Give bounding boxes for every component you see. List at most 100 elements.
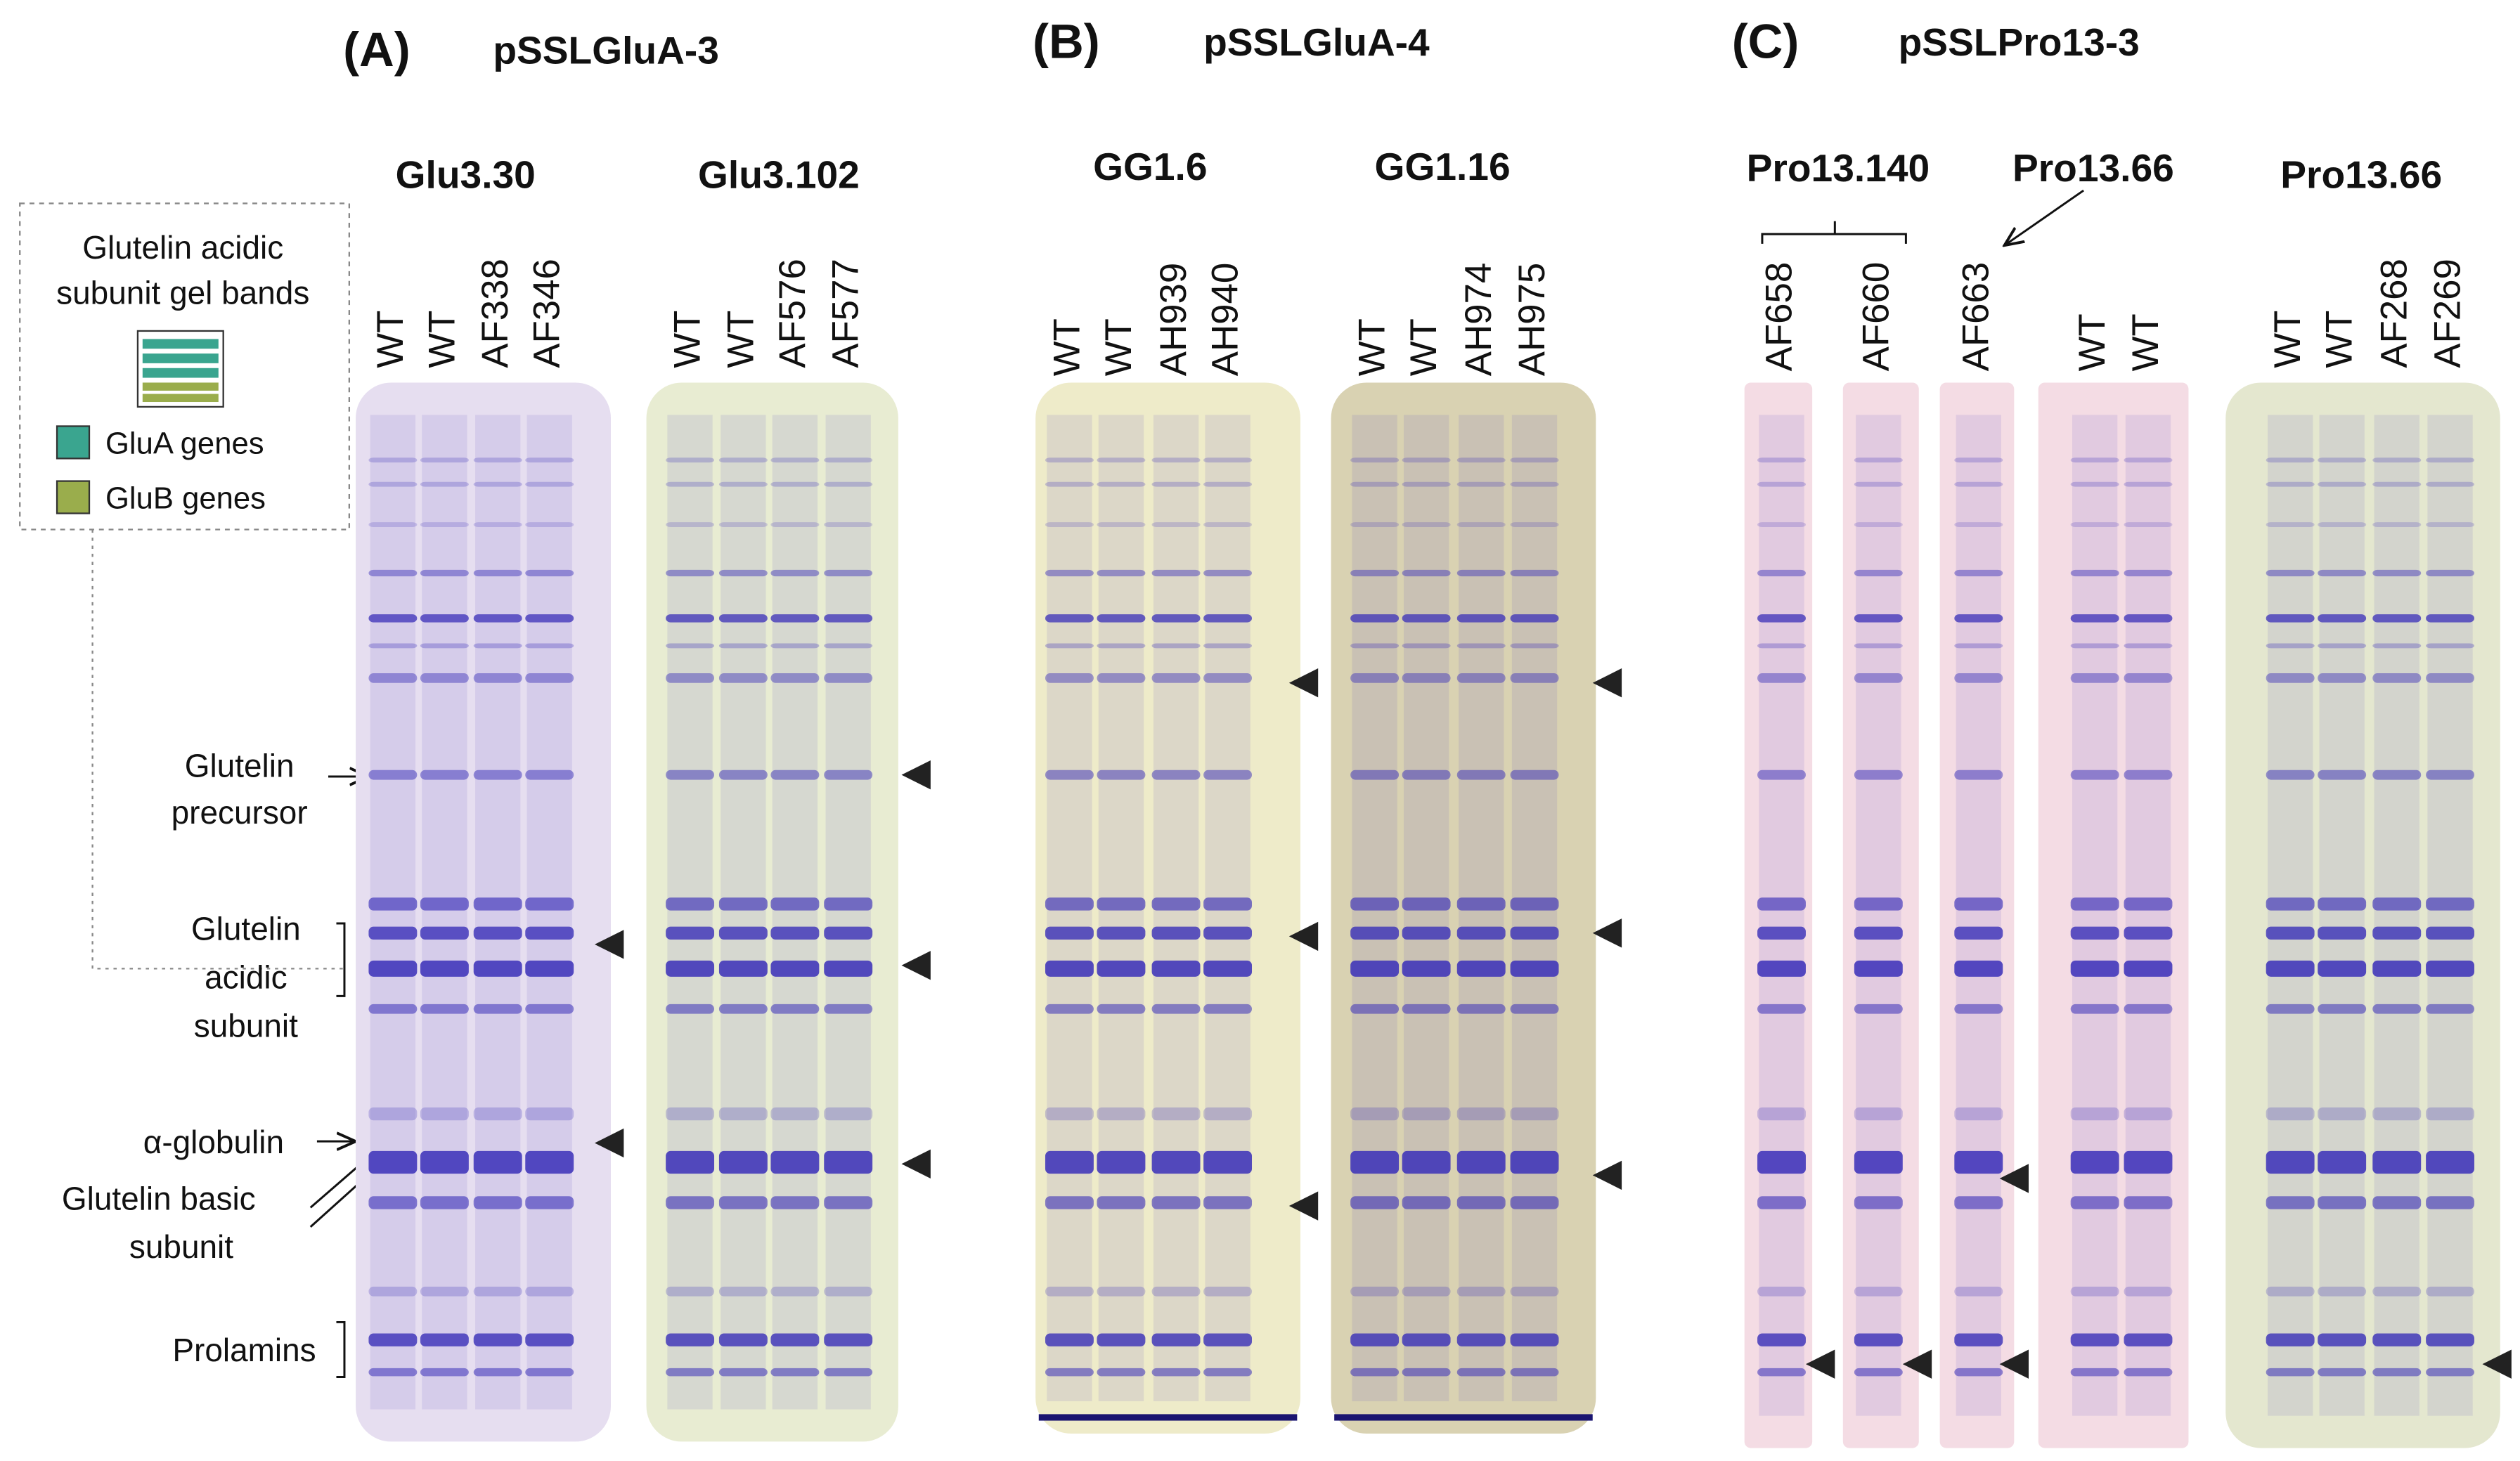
band [473, 1286, 522, 1297]
gel [1744, 382, 1813, 1448]
band [2318, 569, 2367, 577]
band [1045, 1004, 1094, 1014]
band [1097, 897, 1146, 911]
band [1402, 1004, 1451, 1014]
band [2372, 897, 2422, 911]
lane-smear [370, 415, 416, 1410]
panel-label: (C) [1732, 15, 1799, 69]
band [2372, 1004, 2422, 1014]
band [2318, 960, 2367, 977]
band [1954, 457, 2003, 463]
lane-label: WT [370, 311, 411, 368]
lane-label: WT [1098, 318, 1139, 376]
band [2266, 614, 2315, 623]
band [1151, 522, 1201, 528]
band [1757, 1196, 1806, 1209]
band [770, 1004, 820, 1014]
band [2426, 1150, 2475, 1174]
band [1097, 1286, 1146, 1297]
band [1954, 1196, 2003, 1209]
band-label: precursor [172, 794, 308, 831]
band [1097, 1368, 1146, 1377]
arrowhead [1288, 1191, 1319, 1221]
band [1456, 673, 1506, 683]
band [1097, 960, 1146, 977]
band [1510, 481, 1559, 487]
band [525, 457, 574, 463]
gel-front [1038, 1414, 1298, 1421]
band [525, 1368, 574, 1377]
band [420, 522, 469, 528]
band [525, 1333, 574, 1346]
band [2124, 1286, 2173, 1297]
band [2372, 1196, 2422, 1209]
band [368, 770, 418, 780]
band [1097, 770, 1146, 780]
band [1350, 522, 1400, 528]
band [2318, 926, 2367, 940]
lane-smear [475, 415, 521, 1410]
band [1510, 897, 1559, 911]
band [1854, 457, 1903, 463]
band [473, 1196, 522, 1209]
band [770, 1107, 820, 1121]
band [420, 481, 469, 487]
band [1350, 770, 1400, 780]
band [473, 897, 522, 911]
band [2426, 926, 2475, 940]
band-label: subunit [194, 1007, 298, 1044]
band [1097, 614, 1146, 623]
band [2124, 1107, 2173, 1121]
band [2426, 1368, 2475, 1377]
band [824, 481, 873, 487]
band-label: Prolamins [172, 1332, 316, 1368]
band [2372, 569, 2422, 577]
band [1402, 614, 1451, 623]
band [1203, 770, 1253, 780]
lane-label: AH974 [1458, 263, 1499, 377]
band [473, 1368, 522, 1377]
band [718, 1368, 768, 1377]
band [1510, 1107, 1559, 1121]
band [1350, 1333, 1400, 1346]
band [1402, 1368, 1451, 1377]
band [1097, 569, 1146, 577]
band [1854, 481, 1903, 487]
band [2426, 673, 2475, 683]
band [525, 897, 574, 911]
band [770, 673, 820, 683]
gels [356, 382, 2500, 1448]
band [1510, 522, 1559, 528]
band [473, 926, 522, 940]
band [2124, 1004, 2173, 1014]
band [2266, 457, 2315, 463]
band [666, 643, 715, 649]
band [1045, 1333, 1094, 1346]
band [1954, 643, 2003, 649]
gel-title: Pro13.66 [2012, 146, 2174, 190]
band [1097, 673, 1146, 683]
band [1854, 1150, 1903, 1174]
band [1402, 1150, 1451, 1174]
band [1510, 569, 1559, 577]
lane-smear [1956, 415, 2001, 1416]
band [666, 1368, 715, 1377]
band [1097, 926, 1146, 940]
band [473, 522, 522, 528]
band [770, 569, 820, 577]
band [368, 569, 418, 577]
band [1350, 960, 1400, 977]
band [1854, 770, 1903, 780]
band [1456, 522, 1506, 528]
band [1151, 897, 1201, 911]
band-label: Glutelin [185, 748, 295, 784]
band [1757, 457, 1806, 463]
band [718, 457, 768, 463]
arrowhead [1288, 921, 1319, 952]
band [824, 1196, 873, 1209]
lane-label: WT [1403, 318, 1445, 376]
band [1954, 673, 2003, 683]
band [1954, 897, 2003, 911]
lane-label: AH975 [1511, 263, 1553, 377]
band [2426, 569, 2475, 577]
